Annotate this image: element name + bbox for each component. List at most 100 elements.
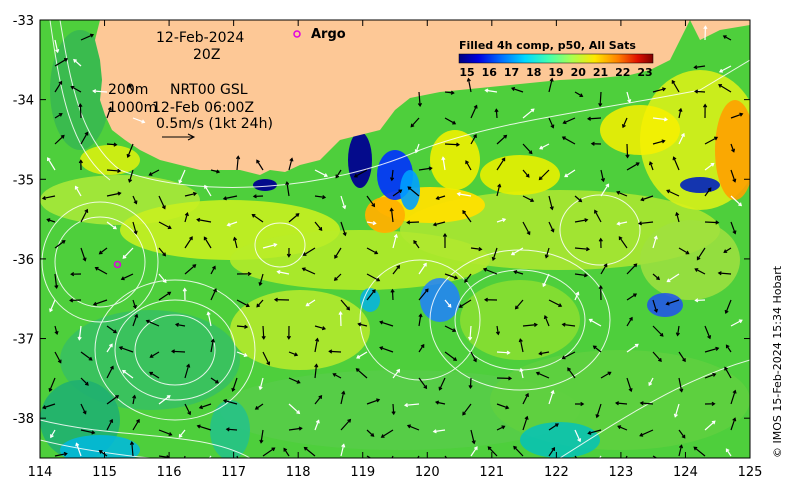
current-arrow: [535, 371, 550, 379]
current-arrow: [414, 143, 420, 154]
colorbar-tick-label: 16: [482, 66, 498, 79]
current-arrow: [262, 351, 271, 366]
current-arrow: [392, 233, 398, 249]
current-arrow: [251, 213, 264, 223]
current-arrow: [574, 195, 583, 203]
current-arrow: [678, 107, 683, 119]
current-arrow: [78, 103, 83, 119]
current-arrow: [496, 350, 511, 355]
current-arrow: [652, 299, 658, 313]
current-arrow: [495, 325, 501, 336]
current-arrow: [92, 299, 108, 306]
current-arrow: [538, 351, 550, 356]
current-arrow: [276, 269, 290, 275]
current-arrow: [592, 345, 602, 353]
current-arrow: [442, 232, 448, 249]
current-arrow: [132, 195, 138, 205]
current-arrow: [544, 247, 550, 259]
current-arrow: [514, 299, 524, 310]
current-arrow: [98, 450, 108, 457]
current-arrow: [435, 195, 446, 200]
current-arrow: [41, 195, 56, 201]
current-arrow: [496, 403, 510, 410]
current-arrow: [548, 423, 559, 431]
current-arrow: [406, 424, 420, 431]
current-arrow: [210, 169, 221, 174]
current-arrow: [54, 58, 68, 67]
current-arrow: [80, 33, 95, 41]
current-arrow: [652, 351, 662, 362]
current-arrow: [470, 429, 476, 445]
current-arrow: [222, 195, 238, 201]
current-arrow: [80, 351, 93, 361]
colorbar-title: Filled 4h comp, p50, All Sats: [459, 39, 636, 52]
x-tick-label: 124: [673, 465, 698, 480]
current-arrow: [406, 220, 420, 225]
current-arrow: [196, 217, 212, 223]
current-arrow: [226, 221, 238, 227]
current-arrow: [184, 363, 191, 379]
current-arrow: [496, 183, 502, 197]
current-arrow: [652, 235, 658, 249]
current-arrow: [78, 159, 83, 171]
plot-frame: [39, 19, 751, 459]
current-vectors: [41, 25, 744, 458]
current-arrow: [718, 65, 732, 73]
current-arrow: [678, 377, 684, 393]
current-arrow: [522, 108, 535, 119]
current-arrow: [80, 403, 87, 415]
current-arrow: [678, 444, 684, 457]
current-arrow: [574, 246, 591, 252]
current-arrow: [54, 273, 59, 290]
current-arrow: [694, 268, 706, 275]
current-arrow: [178, 429, 186, 438]
current-arrow: [561, 322, 576, 327]
current-arrow: [696, 247, 706, 261]
current-arrow: [128, 83, 134, 93]
current-arrow: [438, 377, 446, 391]
current-arrow: [392, 368, 401, 379]
current-arrow: [256, 159, 264, 171]
argo-float-marker: [113, 260, 122, 269]
current-arrow: [184, 403, 192, 416]
current-arrow: [704, 187, 712, 197]
current-arrow: [694, 89, 706, 94]
current-arrow: [718, 84, 732, 93]
current-arrow: [106, 365, 114, 379]
current-arrow: [129, 440, 135, 457]
current-arrow: [704, 346, 720, 353]
current-arrow: [418, 166, 433, 171]
current-arrow: [665, 299, 680, 306]
current-arrow: [548, 389, 555, 405]
current-arrow: [672, 156, 680, 171]
current-arrow: [494, 108, 499, 119]
current-arrow: [621, 117, 628, 129]
current-arrow: [262, 447, 276, 457]
current-arrow: [366, 195, 376, 208]
current-arrow: [314, 363, 319, 379]
current-arrow: [496, 134, 508, 145]
current-arrow: [407, 186, 420, 197]
x-tick-label: 119: [350, 465, 375, 480]
current-arrow: [519, 367, 524, 379]
y-tick-label: -37: [13, 333, 34, 348]
current-arrow: [574, 218, 589, 223]
current-arrow: [54, 113, 63, 119]
current-arrow: [542, 273, 550, 288]
current-scale-label: 0.5m/s (1kt 24h): [156, 116, 273, 132]
current-arrow: [513, 445, 524, 457]
current-arrow: [730, 195, 743, 207]
current-arrow: [496, 157, 506, 171]
current-arrow: [106, 418, 114, 431]
argo-label: Argo: [311, 27, 346, 42]
current-arrow: [158, 221, 172, 230]
current-arrow: [487, 446, 498, 457]
current-arrow: [625, 143, 630, 159]
current-arrow: [206, 311, 212, 327]
y-tick-label: -33: [13, 14, 34, 29]
current-arrow: [522, 143, 533, 155]
current-arrow: [626, 343, 639, 353]
current-arrow: [652, 273, 661, 281]
current-arrow: [574, 91, 584, 98]
current-arrow: [77, 325, 82, 341]
